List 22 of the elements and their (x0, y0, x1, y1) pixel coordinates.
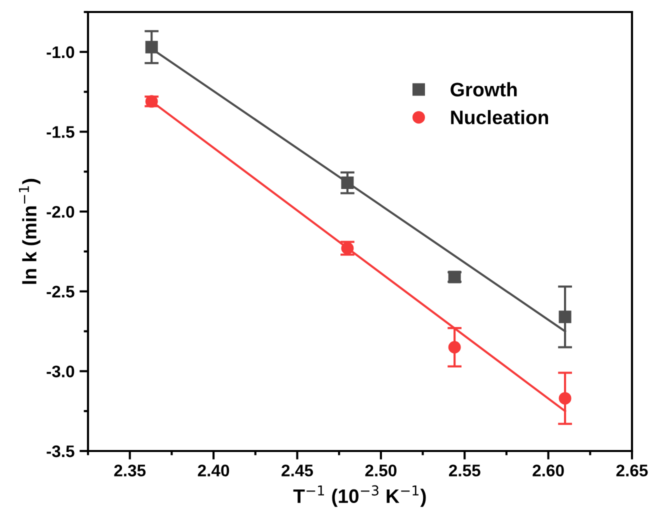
point (341, 176, 354, 190)
x-tick-label: 2.65 (616, 464, 648, 476)
legend-label: Nucleation (451, 110, 548, 124)
y-tick-label: -1.0 (46, 46, 74, 58)
y-axis-title: ln k (min$^{−1}$) (18, 178, 40, 284)
point (145, 40, 158, 54)
point (558, 392, 572, 405)
x-tick-label: 2.40 (198, 464, 230, 476)
x-tick-label: 2.50 (365, 464, 396, 476)
x-tick-label: 2.35 (114, 464, 146, 476)
point (448, 340, 461, 354)
x-tick-label: 2.45 (282, 464, 313, 476)
legend-label: Growth (450, 82, 517, 96)
point (558, 310, 572, 324)
x-tick-label: 2.60 (532, 464, 564, 476)
y-tick-label: -2.0 (46, 206, 74, 218)
x-axis-title: T$^{−1}$ (10$^{−3}$ K$^{−1}$) (293, 485, 426, 507)
y-tick-label: -2.5 (46, 286, 74, 298)
y-tick-label: -1.5 (46, 126, 74, 138)
y-tick-label: -3.5 (46, 445, 74, 458)
x-tick-label: 2.55 (448, 464, 480, 476)
y-tick-label: -3.0 (46, 366, 74, 378)
